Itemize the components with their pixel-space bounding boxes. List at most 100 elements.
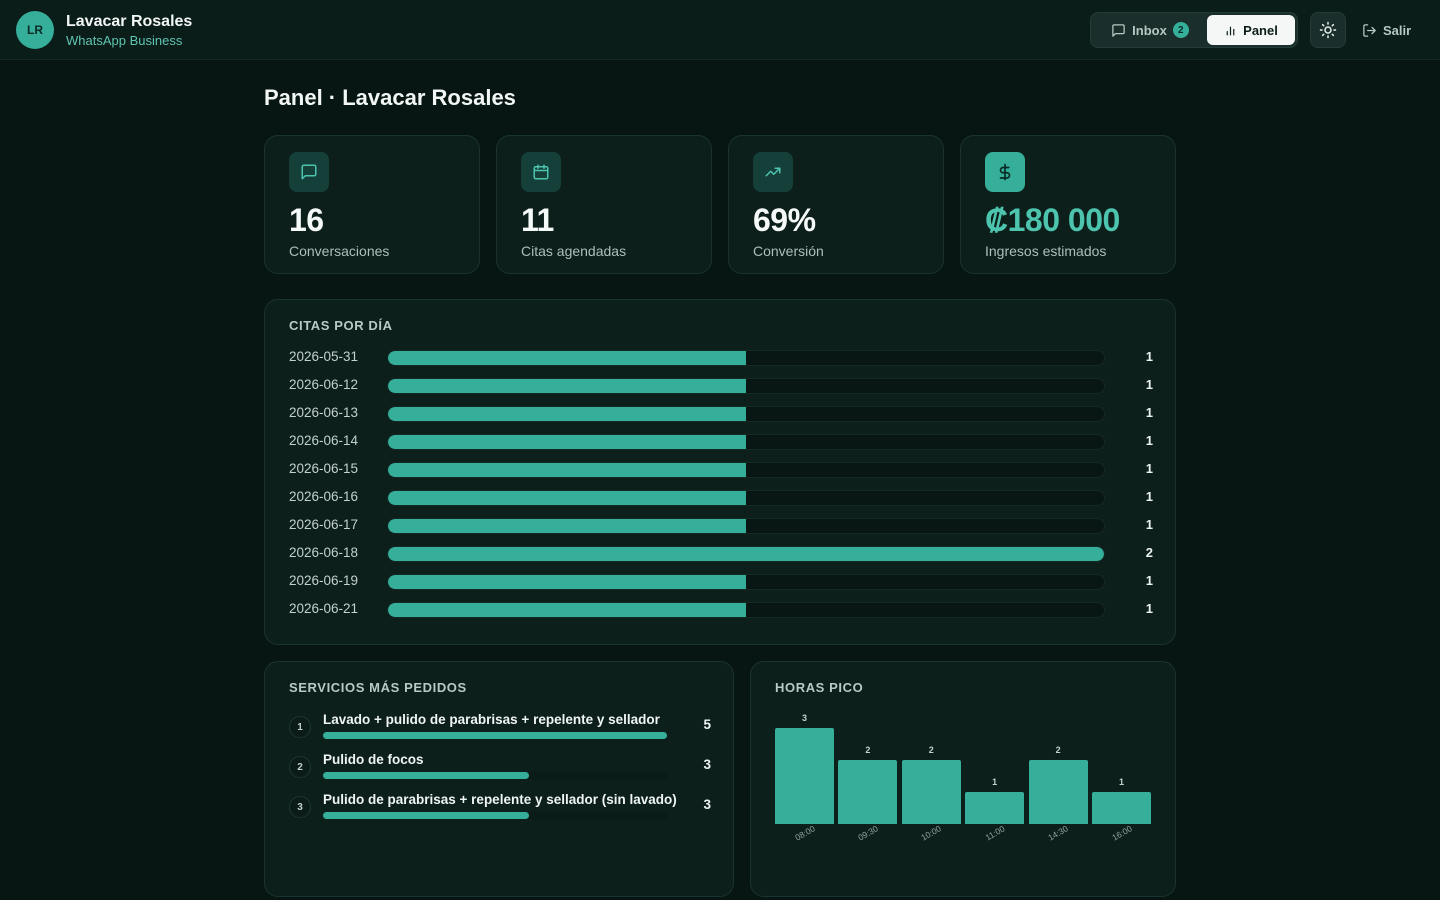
citas-bar (388, 379, 746, 393)
stat-card-conversaciones: 16 Conversaciones (264, 135, 480, 274)
hora-count-label: 1 (992, 777, 998, 787)
servicio-name: Lavado + pulido de parabrisas + repelent… (323, 712, 660, 727)
citas-bar (388, 435, 746, 449)
citas-bar (388, 491, 746, 505)
sun-icon (1319, 21, 1337, 39)
citas-bar (388, 603, 746, 617)
citas-bar-track (387, 462, 1105, 478)
servicio-row: 1 Lavado + pulido de parabrisas + repelen… (289, 712, 711, 748)
servicio-rank: 1 (289, 716, 311, 738)
citas-date: 2026-05-31 (289, 349, 359, 364)
citas-bar-track (387, 490, 1105, 506)
servicio-name: Pulido de focos (323, 752, 424, 767)
message-icon (1112, 23, 1125, 37)
nav-inbox-label: Inbox (1132, 22, 1167, 38)
citas-date: 2026-06-12 (289, 377, 359, 392)
citas-bar-track (387, 378, 1105, 394)
hora-bar (901, 760, 961, 824)
citas-count: 1 (1145, 573, 1153, 588)
citas-row: 2026-06-12 1 (289, 376, 1153, 396)
stat-value: 16 (289, 202, 324, 238)
message-icon (289, 152, 329, 192)
servicio-rank: 2 (289, 756, 311, 778)
hora-count-label: 1 (1118, 777, 1124, 787)
citas-bar (388, 519, 746, 533)
stat-value: ₡180 000 (985, 202, 1120, 238)
citas-bar (388, 351, 746, 365)
section-title: SERVICIOS MÁS PEDIDOS (289, 680, 467, 695)
citas-bar-track (387, 574, 1105, 590)
calendar-icon (521, 152, 561, 192)
citas-count: 1 (1145, 489, 1153, 504)
trending-up-icon (753, 152, 793, 192)
citas-row: 2026-06-21 1 (289, 600, 1153, 620)
servicio-bar (323, 732, 667, 739)
citas-row: 2026-06-15 1 (289, 460, 1153, 480)
stat-label: Conversión (753, 243, 824, 259)
servicio-rank: 3 (289, 796, 311, 818)
nav-panel-label: Panel (1243, 22, 1278, 38)
section-title: CITAS POR DÍA (289, 318, 393, 333)
stat-value: 69% (753, 202, 816, 238)
citas-count: 1 (1145, 433, 1153, 448)
servicio-name: Pulido de parabrisas + repelente y sella… (323, 792, 677, 807)
servicio-bar (323, 772, 530, 779)
servicio-row: 2 Pulido de focos 3 (289, 752, 711, 788)
citas-count: 1 (1145, 377, 1153, 392)
citas-count: 1 (1145, 601, 1153, 616)
citas-row: 2026-06-13 1 (289, 404, 1153, 424)
stat-label: Conversaciones (289, 243, 390, 259)
hora-count-label: 2 (865, 745, 871, 755)
stat-card-conversion: 69% Conversión (728, 135, 944, 274)
citas-count: 2 (1145, 545, 1153, 560)
citas-date: 2026-06-14 (289, 433, 359, 448)
business-name: Lavacar Rosales (66, 13, 193, 30)
stat-card-ingresos: ₡180 000 Ingresos estimados (960, 135, 1176, 274)
citas-bar-track (387, 350, 1105, 366)
citas-bar-track (387, 434, 1105, 450)
servicio-bar-track (323, 732, 667, 739)
citas-count: 1 (1145, 405, 1153, 420)
hora-count-label: 3 (801, 713, 807, 723)
citas-bar (388, 575, 746, 589)
top-bar: LR Lavacar Rosales WhatsApp Business Inb… (0, 0, 1440, 60)
hora-bar (1028, 760, 1088, 824)
citas-date: 2026-06-16 (289, 489, 359, 504)
citas-bar-track (387, 406, 1105, 422)
theme-toggle-button[interactable] (1310, 12, 1346, 48)
stat-value: 11 (521, 202, 554, 238)
section-title: HORAS PICO (775, 680, 864, 695)
logout-label: Salir (1383, 22, 1412, 38)
stat-card-citas: 11 Citas agendadas (496, 135, 712, 274)
logout-button[interactable]: Salir (1362, 20, 1411, 40)
hora-bar (838, 760, 898, 824)
citas-date: 2026-06-13 (289, 405, 359, 420)
servicio-count: 3 (703, 797, 711, 812)
servicio-count: 5 (703, 717, 711, 732)
nav-panel-button[interactable]: Panel (1207, 15, 1295, 45)
citas-date: 2026-06-17 (289, 517, 359, 532)
bar-chart-icon (1226, 26, 1235, 35)
citas-por-dia-card: CITAS POR DÍA 2026-05-31 1 2026-06-12 1 2026… (264, 299, 1176, 645)
hora-count-label: 2 (928, 745, 934, 755)
citas-bar-track (387, 546, 1105, 562)
citas-date: 2026-06-15 (289, 461, 359, 476)
inbox-count-badge: 2 (1172, 22, 1189, 38)
citas-bar-track (387, 602, 1105, 618)
servicio-count: 3 (703, 757, 711, 772)
dollar-icon (985, 152, 1025, 192)
citas-row: 2026-06-16 1 (289, 488, 1153, 508)
stat-label: Citas agendadas (521, 243, 627, 259)
stat-label: Ingresos estimados (985, 243, 1107, 259)
citas-bar (388, 407, 746, 421)
page-title: Panel · Lavacar Rosales (264, 85, 516, 110)
nav-inbox-button[interactable]: Inbox 2 (1097, 16, 1203, 44)
hora-bar (775, 728, 834, 824)
citas-date: 2026-06-21 (289, 601, 359, 616)
horas-pico-card: HORAS PICO 3 08:00 2 09:30 2 10:00 1 11:00 2 14:3… (750, 661, 1176, 897)
business-subtitle: WhatsApp Business (66, 33, 183, 48)
citas-bar (388, 463, 746, 477)
citas-bar (388, 547, 1104, 561)
citas-date: 2026-06-19 (289, 573, 359, 588)
citas-row: 2026-05-31 1 (289, 348, 1153, 368)
